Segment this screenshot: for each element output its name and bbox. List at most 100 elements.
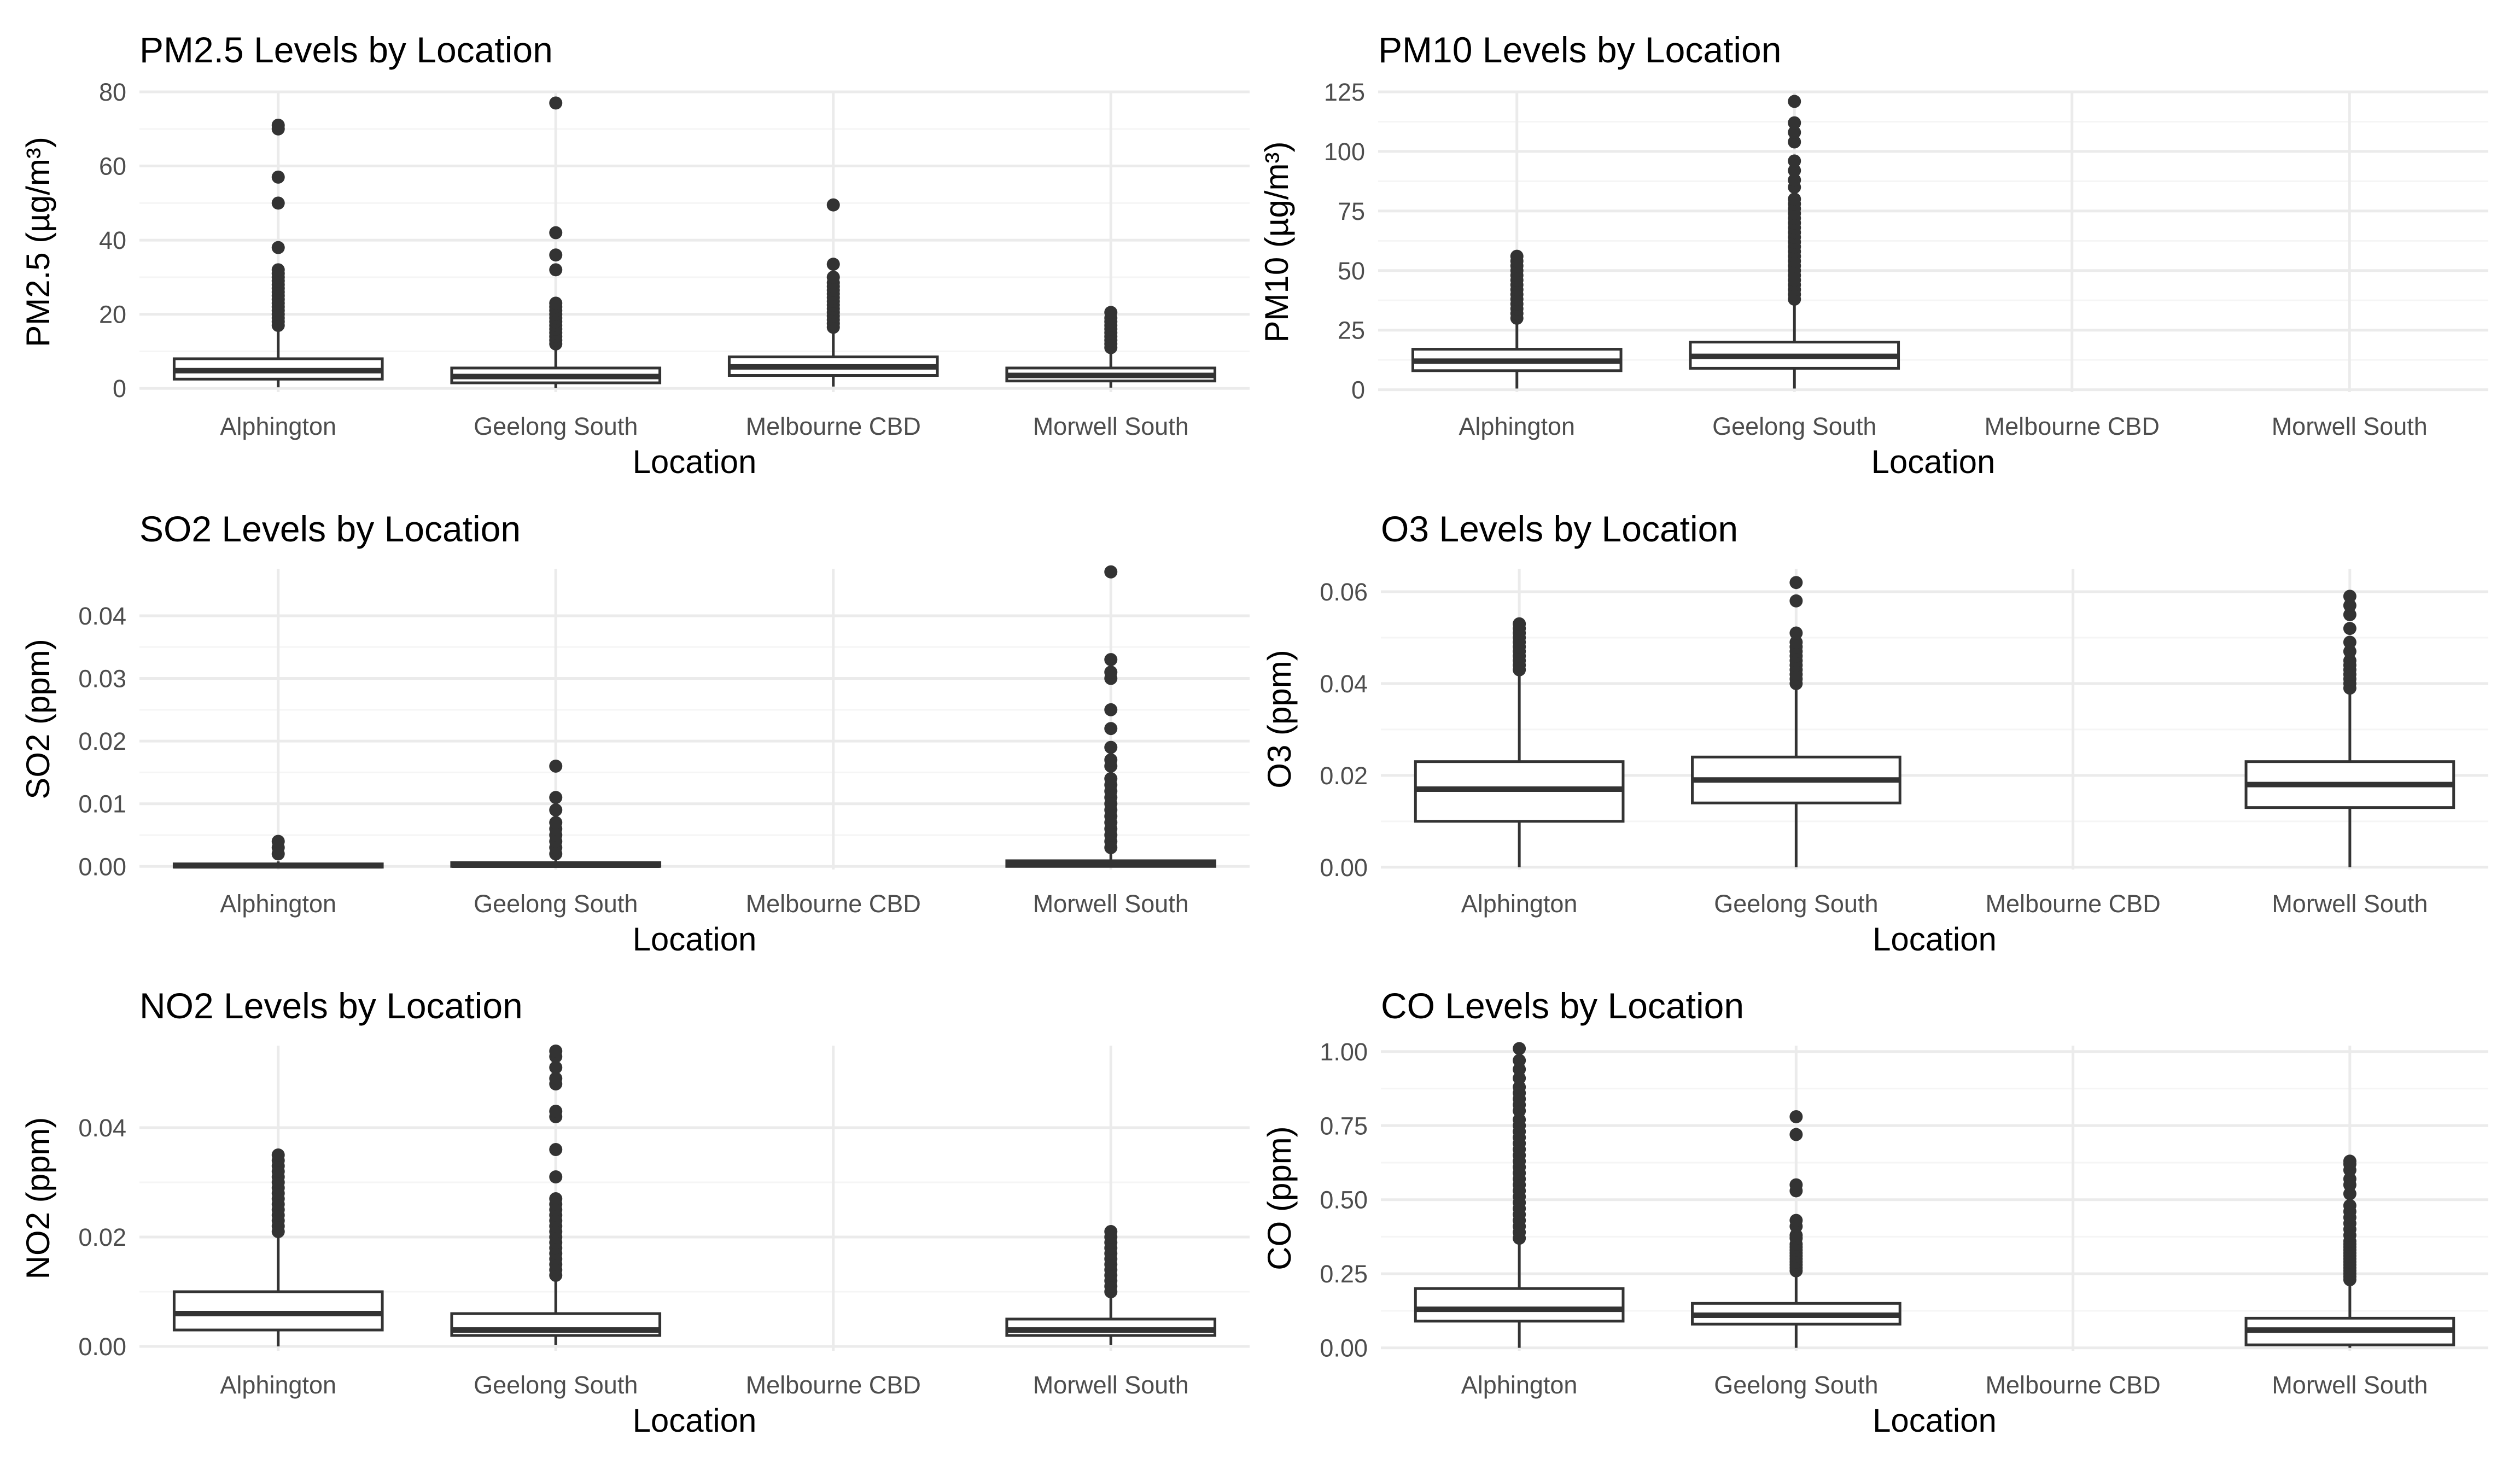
panel-pm2-5: 0 20 40 60 80 Alphington Geelong South Melbourn… [20,30,1250,480]
y-tick-label: 0.04 [78,602,126,630]
y-tick-label: 0.06 [1320,578,1368,606]
x-tick-label: Melbourne CBD [746,412,921,440]
x-tick-label: Morwell South [1033,1371,1189,1399]
x-tick-label: Morwell South [1033,890,1189,918]
outlier-point [549,263,563,277]
outlier-point [1104,306,1118,319]
outlier-point [2343,608,2356,621]
x-tick-label: Melbourne CBD [1985,412,2160,440]
outlier-point [1788,116,1801,130]
box-alphington [172,835,384,869]
box-geelong-south [1691,576,1901,867]
y-tick-label: 0.02 [78,1223,126,1251]
outlier-point [826,270,840,284]
outlier-point [1104,1225,1118,1238]
outlier-point [549,1143,563,1156]
outlier-point [826,198,840,212]
y-tick-label: 0.02 [78,727,126,755]
outlier-point [549,1105,563,1118]
y-tick-label: 0.50 [1320,1186,1368,1214]
panel-title: SO2 Levels by Location [139,509,521,549]
x-axis-title: Location [633,444,757,480]
outlier-point [2343,1199,2356,1212]
outlier-point [1788,192,1801,206]
y-tick-label: 0.02 [1320,762,1368,790]
outlier-point [1104,666,1118,679]
outlier-point [549,226,563,240]
outlier-point [1510,249,1524,263]
y-tick-label: 0.00 [1320,1334,1368,1362]
panel-pm10: 0 25 50 75 100 125 Alphington Geelong South Melb… [1258,30,2488,480]
outlier-point [2343,590,2356,603]
outlier-point [1104,772,1118,785]
y-tick-label: 0.75 [1320,1112,1368,1140]
panel-title: CO Levels by Location [1381,985,1744,1026]
panel-no2: 0.00 0.02 0.04 Alphington Geelong South Melbo… [20,985,1250,1439]
x-tick-label: Morwell South [1033,412,1189,440]
y-axis-title: PM10 (µg/m³) [1258,142,1295,343]
x-axis-title: Location [1872,921,1997,958]
y-axis-title: O3 (ppm) [1261,650,1298,788]
outlier-point [271,263,285,277]
x-tick-label: Melbourne CBD [1986,1371,2161,1399]
outlier-point [1788,164,1801,177]
outlier-point [549,1170,563,1183]
panel-title: O3 Levels by Location [1381,509,1738,549]
y-tick-label: 40 [99,226,126,254]
outlier-point [1788,95,1801,108]
box-morwell-south [2244,1154,2455,1348]
x-tick-label: Morwell South [2272,890,2428,918]
box-morwell-south [1005,306,1217,388]
y-tick-label: 0 [1351,376,1365,404]
x-tick-label: Geelong South [1714,890,1878,918]
outlier-point [549,296,563,310]
outlier-point [549,1072,563,1085]
y-axis-title: CO (ppm) [1261,1126,1298,1270]
outlier-point [1788,173,1801,187]
outlier-point [1104,703,1118,716]
outlier-point [1513,1054,1526,1068]
y-tick-label: 50 [1338,257,1365,285]
outlier-point [1788,126,1801,139]
x-tick-label: Geelong South [1714,1371,1878,1399]
x-tick-label: Alphington [220,1371,336,1399]
outlier-point [549,1061,563,1074]
outlier-point [2343,622,2356,635]
y-tick-label: 0.00 [1320,854,1368,882]
panel-title: PM10 Levels by Location [1378,30,1781,70]
y-tick-label: 0.01 [78,790,126,818]
box-geelong-south [1691,1110,1901,1348]
outlier-point [271,1148,285,1162]
outlier-point [826,258,840,271]
y-axis-title: NO2 (ppm) [20,1117,56,1280]
iqr-box [1414,1287,1625,1323]
x-tick-label: Alphington [1461,1371,1578,1399]
y-tick-label: 0.04 [78,1114,126,1142]
outlier-point [549,248,563,262]
outlier-point [1788,135,1801,149]
outlier-point [1789,626,1803,640]
outlier-point [1513,617,1526,631]
y-tick-label: 60 [99,153,126,180]
panel-o3: 0.00 0.02 0.04 0.06 Alphington Geelong South M… [1261,509,2488,958]
x-tick-label: Alphington [1461,890,1578,918]
box-alphington [172,1148,384,1346]
outlier-point [271,170,285,184]
outlier-point [549,1192,563,1205]
box-alphington [1411,249,1623,389]
x-axis-title: Location [633,1402,757,1439]
outlier-point [2343,645,2356,658]
outlier-point [1789,1178,1803,1192]
outlier-point [2343,635,2356,649]
box-geelong-south [450,96,662,388]
x-tick-label: Alphington [1459,412,1575,440]
outlier-point [1789,1110,1803,1124]
box-alphington [1414,1042,1625,1348]
panel-co: 0.00 0.25 0.50 0.75 1.00 Alphington Geelong So… [1261,985,2488,1439]
y-tick-label: 0.25 [1320,1260,1368,1288]
x-axis-title: Location [633,921,757,958]
x-tick-label: Geelong South [474,412,638,440]
y-tick-label: 75 [1338,197,1365,225]
x-tick-label: Melbourne CBD [746,1371,921,1399]
